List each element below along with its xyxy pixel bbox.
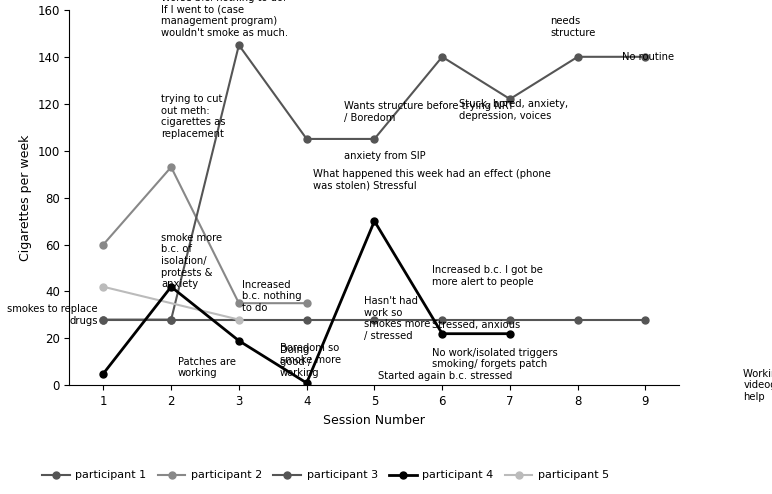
participant 1 [641, 317, 650, 323]
Line: participant 2: participant 2 [100, 164, 310, 307]
participant 5 [99, 284, 108, 289]
Line: participant 4: participant 4 [100, 217, 513, 386]
participant 3 [99, 317, 108, 323]
participant 3 [370, 136, 379, 142]
Line: participant 5: participant 5 [100, 283, 242, 323]
Text: No routine: No routine [621, 52, 674, 62]
Text: Hasn't had
work so
smokes more
/ stressed: Hasn't had work so smokes more / stresse… [364, 296, 431, 341]
Text: smokes to replace
drugs: smokes to replace drugs [7, 304, 98, 326]
Text: Doing
good /
working: Doing good / working [279, 345, 319, 378]
participant 1 [167, 317, 176, 323]
Text: anxiety from SIP: anxiety from SIP [344, 151, 425, 161]
Text: Increased
b.c. nothing
to do: Increased b.c. nothing to do [242, 280, 302, 313]
participant 4 [234, 338, 243, 344]
participant 3 [302, 136, 311, 142]
Text: Stuck, bored, anxiety,
depression, voices: Stuck, bored, anxiety, depression, voice… [459, 99, 568, 121]
Text: Patches are
working: Patches are working [178, 357, 236, 378]
participant 2 [167, 164, 176, 170]
participant 4 [99, 370, 108, 376]
Text: Worse b.c. nothing to do.
If I went to (case
management program)
wouldn't smoke : Worse b.c. nothing to do. If I went to (… [161, 0, 288, 38]
participant 4 [506, 331, 515, 337]
X-axis label: Session Number: Session Number [323, 413, 425, 427]
participant 5 [234, 317, 243, 323]
Line: participant 1: participant 1 [100, 316, 649, 323]
participant 4 [167, 284, 176, 289]
participant 2 [99, 242, 108, 247]
participant 1 [370, 317, 379, 323]
participant 2 [302, 300, 311, 306]
Text: smoke more
b.c. of
isolation/
protests &
anxiety: smoke more b.c. of isolation/ protests &… [161, 233, 222, 289]
participant 3 [438, 54, 447, 60]
Text: Increased b.c. I got be
more alert to people: Increased b.c. I got be more alert to pe… [432, 265, 543, 287]
Y-axis label: Cigarettes per week: Cigarettes per week [19, 134, 32, 261]
participant 3 [641, 54, 650, 60]
participant 1 [99, 317, 108, 323]
Text: No work/isolated triggers
smoking/ forgets patch: No work/isolated triggers smoking/ forge… [432, 348, 557, 370]
participant 1 [573, 317, 582, 323]
participant 4 [302, 380, 311, 386]
Legend: participant 1, participant 2, participant 3, participant 4, participant 5: participant 1, participant 2, participan… [38, 466, 614, 485]
participant 2 [234, 300, 243, 306]
Line: participant 3: participant 3 [100, 41, 649, 323]
participant 1 [438, 317, 447, 323]
participant 3 [167, 317, 176, 323]
Text: Started again b.c. stressed: Started again b.c. stressed [378, 370, 512, 381]
participant 3 [234, 42, 243, 48]
participant 1 [506, 317, 515, 323]
Text: Working, tv,
videogames
help: Working, tv, videogames help [743, 369, 772, 402]
Text: Boredom so
smoke more: Boredom so smoke more [279, 343, 340, 365]
Text: trying to cut
out meth:
cigarettes as
replacement: trying to cut out meth: cigarettes as re… [161, 94, 225, 139]
participant 4 [438, 331, 447, 337]
participant 3 [506, 96, 515, 102]
Text: Wants structure before trying NRT
/ Boredom: Wants structure before trying NRT / Bore… [344, 101, 514, 123]
Text: Stressed, anxious: Stressed, anxious [432, 320, 520, 329]
participant 1 [302, 317, 311, 323]
participant 3 [573, 54, 582, 60]
participant 4 [370, 218, 379, 224]
Text: needs
structure: needs structure [550, 16, 596, 38]
Text: What happened this week had an effect (phone
was stolen) Stressful: What happened this week had an effect (p… [313, 169, 551, 191]
